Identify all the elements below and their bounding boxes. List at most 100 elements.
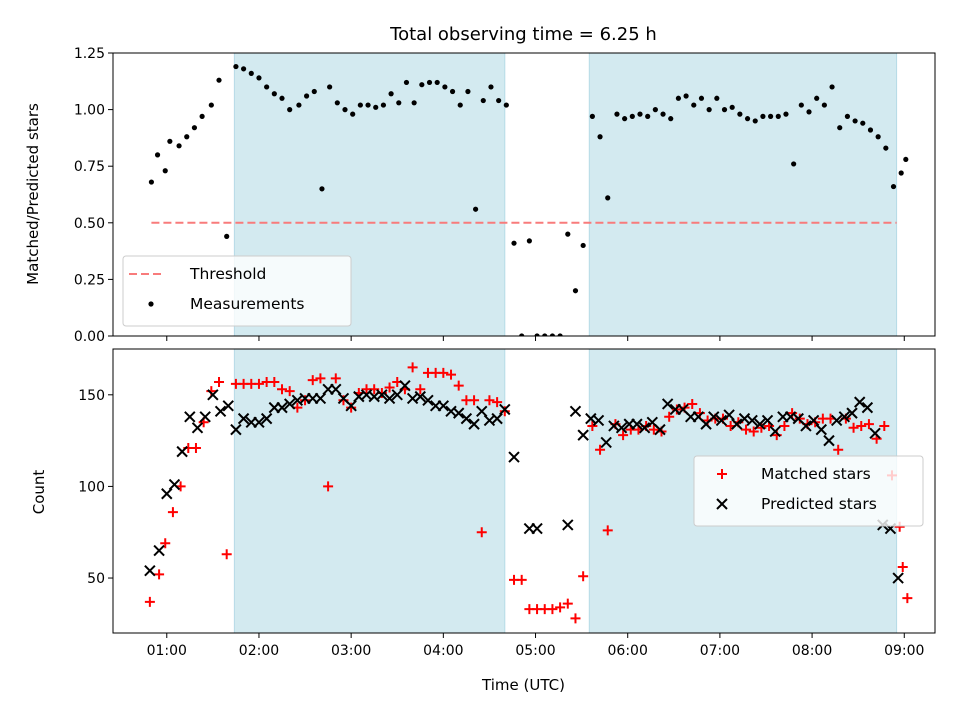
y-tick-label: 150 <box>78 388 105 404</box>
data-point <box>794 413 805 424</box>
data-point <box>863 419 874 430</box>
data-point <box>861 401 874 414</box>
x-tick-label: 01:00 <box>147 643 187 659</box>
data-point <box>300 395 311 406</box>
data-point <box>303 93 310 99</box>
data-point <box>875 134 881 140</box>
data-point <box>480 97 486 104</box>
data-point <box>814 95 820 101</box>
y-tick-label: 0.50 <box>74 216 105 232</box>
data-point <box>376 389 388 401</box>
series-predicted-stars <box>144 379 904 584</box>
data-point <box>555 602 566 613</box>
data-point <box>314 392 327 405</box>
data-point <box>287 107 293 113</box>
data-point <box>648 424 659 435</box>
y-axis-label-top: Matched/Predicted stars <box>24 103 42 285</box>
x-tick-label: 07:00 <box>700 643 740 659</box>
data-point <box>837 125 843 131</box>
data-point <box>671 404 682 415</box>
data-point <box>491 412 503 425</box>
data-point <box>883 145 889 151</box>
data-point <box>597 134 603 140</box>
x-tick-label: 02:00 <box>239 643 279 659</box>
data-point <box>629 113 635 119</box>
data-point <box>388 91 394 97</box>
data-point <box>565 231 571 237</box>
data-point <box>869 427 881 439</box>
data-point <box>315 373 326 384</box>
y-tick-label: 100 <box>78 479 105 495</box>
data-point <box>731 418 743 430</box>
data-point <box>365 102 371 108</box>
data-point <box>311 88 317 95</box>
y-axis-label-bottom: Count <box>30 470 48 515</box>
data-point <box>350 111 356 117</box>
data-point <box>723 409 735 421</box>
plot-area <box>148 53 909 336</box>
data-point <box>614 111 620 117</box>
axes-frame <box>112 348 936 634</box>
data-point <box>587 420 598 431</box>
data-point <box>457 102 463 108</box>
data-point <box>595 444 606 455</box>
data-point <box>761 414 774 427</box>
data-point <box>768 113 774 119</box>
data-point <box>741 424 752 435</box>
data-point <box>867 127 874 133</box>
data-point <box>237 412 250 425</box>
data-point <box>903 156 909 163</box>
x-tick-label: 08:00 <box>792 643 832 659</box>
data-point <box>748 426 759 437</box>
data-point <box>276 401 288 414</box>
data-point <box>503 102 509 108</box>
data-point <box>296 102 302 108</box>
data-point <box>346 402 357 413</box>
data-point <box>852 118 858 124</box>
data-point <box>357 102 363 108</box>
data-point <box>307 375 318 386</box>
data-point <box>488 84 494 90</box>
data-point <box>562 598 573 609</box>
x-tick-label: 04:00 <box>423 643 463 659</box>
data-point <box>631 418 643 430</box>
data-point <box>547 604 558 615</box>
data-point <box>253 416 265 428</box>
data-point <box>476 527 487 538</box>
data-point <box>664 411 675 422</box>
data-point <box>437 400 450 412</box>
data-point <box>729 104 735 110</box>
data-point <box>592 414 605 427</box>
data-point <box>499 406 510 417</box>
data-point <box>468 418 480 430</box>
legend-swatch <box>148 301 154 307</box>
data-point <box>687 398 698 409</box>
data-point <box>214 376 225 387</box>
data-point <box>269 376 280 387</box>
data-point <box>434 79 440 86</box>
data-point <box>391 389 403 401</box>
data-point <box>233 63 239 70</box>
data-point <box>277 384 288 395</box>
data-point <box>654 423 666 436</box>
data-point <box>160 538 171 549</box>
data-point <box>721 107 728 113</box>
data-point <box>384 382 395 393</box>
data-point <box>191 125 198 131</box>
data-point <box>176 445 188 458</box>
data-point <box>698 95 705 101</box>
data-point <box>476 405 488 418</box>
data-point <box>645 113 651 119</box>
data-point <box>162 168 168 174</box>
data-point <box>407 362 418 373</box>
data-point <box>660 111 666 117</box>
data-point <box>442 84 448 90</box>
data-point <box>661 398 674 410</box>
data-point <box>167 507 178 518</box>
data-point <box>860 120 866 126</box>
data-point <box>618 430 629 441</box>
data-point <box>542 333 548 336</box>
data-point <box>754 418 766 430</box>
observing-window-band <box>588 53 898 336</box>
y-tick-label: 0.00 <box>74 329 105 345</box>
